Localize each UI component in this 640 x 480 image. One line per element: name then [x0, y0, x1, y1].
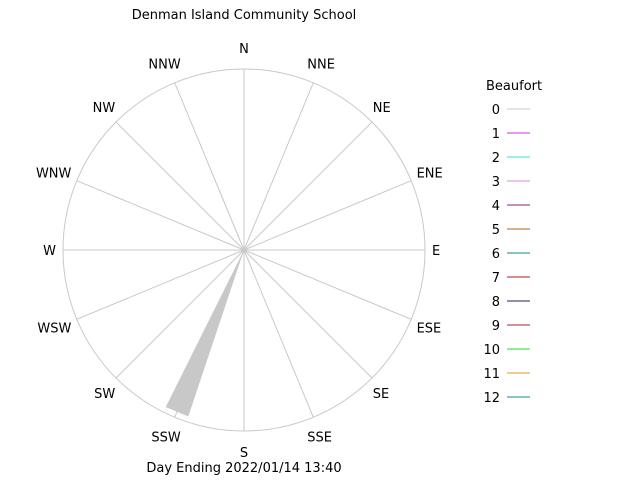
direction-label-ne: NE	[373, 101, 391, 116]
chart-title: Denman Island Community School	[132, 8, 357, 23]
spoke-wsw	[76, 249, 245, 320]
direction-label-wnw: WNW	[36, 167, 72, 182]
direction-label-w: W	[43, 244, 56, 259]
spoke-ese	[243, 249, 412, 320]
direction-label-ssw: SSW	[151, 431, 181, 446]
legend-label-3: 3	[492, 175, 500, 190]
legend-label-1: 1	[492, 127, 500, 142]
legend-label-6: 6	[492, 247, 500, 262]
direction-label-sw: SW	[94, 387, 115, 402]
legend-label-10: 10	[483, 343, 500, 358]
legend-label-9: 9	[492, 319, 500, 334]
spoke-nnw	[174, 82, 245, 251]
direction-label-nw: NW	[93, 101, 116, 116]
legend-label-8: 8	[492, 295, 500, 310]
legend-label-12: 12	[483, 391, 500, 406]
legend-label-0: 0	[492, 103, 500, 118]
direction-label-se: SE	[373, 387, 389, 402]
chart-footer: Day Ending 2022/01/14 13:40	[146, 461, 341, 476]
wind-sectors	[165, 250, 244, 417]
direction-label-nne: NNE	[307, 57, 335, 72]
spoke-se	[243, 249, 373, 379]
spoke-wnw	[76, 180, 245, 251]
spoke-ne	[243, 121, 373, 251]
direction-labels: N NNE NE ENE E ESE SE SSE S SSW SW WSW W WNW NW NNW	[36, 42, 443, 461]
direction-label-nnw: NNW	[148, 57, 180, 72]
direction-label-wsw: WSW	[37, 321, 71, 336]
legend-title: Beaufort	[486, 79, 542, 94]
legend-label-2: 2	[492, 151, 500, 166]
direction-label-n: N	[239, 42, 249, 57]
sector-ssw-beaufort-0	[165, 250, 244, 417]
spoke-sse	[243, 249, 314, 418]
spoke-nne	[243, 82, 314, 251]
legend-label-7: 7	[492, 271, 500, 286]
legend-label-11: 11	[483, 367, 500, 382]
direction-label-ene: ENE	[417, 167, 443, 182]
spoke-sw	[115, 249, 245, 379]
direction-label-sse: SSE	[307, 431, 332, 446]
direction-label-e: E	[432, 244, 440, 259]
direction-label-s: S	[240, 446, 248, 461]
spoke-nw	[115, 121, 245, 251]
direction-label-ese: ESE	[417, 321, 442, 336]
legend-label-4: 4	[492, 199, 500, 214]
legend-label-5: 5	[492, 223, 500, 238]
spoke-ene	[243, 180, 412, 251]
